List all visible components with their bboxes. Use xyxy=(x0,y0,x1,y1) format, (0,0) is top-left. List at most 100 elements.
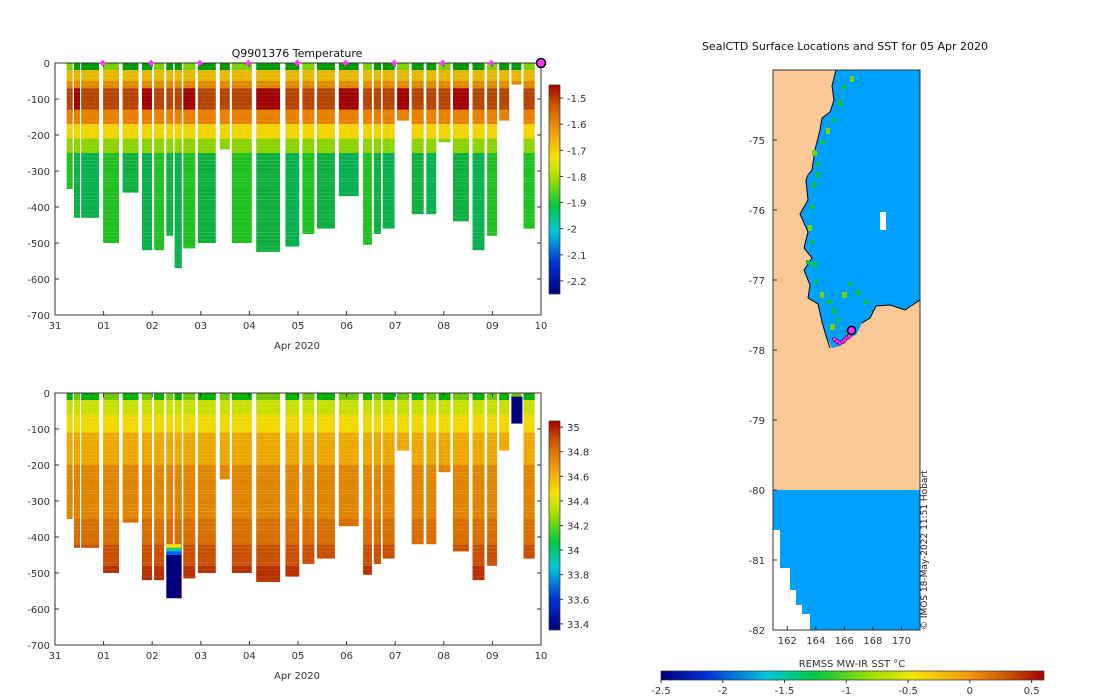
salinity-profiles xyxy=(66,393,535,599)
profile-cell xyxy=(256,135,281,139)
profile-cell xyxy=(142,457,152,462)
profile-cell xyxy=(373,106,381,110)
profile-cell xyxy=(231,443,252,447)
profile-cell xyxy=(472,493,485,498)
profile-cell xyxy=(285,243,300,247)
profile-cell xyxy=(103,421,119,426)
profile-cell xyxy=(197,239,216,243)
profile-cell xyxy=(256,246,281,251)
profile-cell xyxy=(166,504,174,509)
profile-cell xyxy=(411,414,424,419)
profile-cell xyxy=(74,403,80,408)
profile-cell xyxy=(256,99,281,103)
profile-cell xyxy=(382,522,395,527)
profile-cell xyxy=(174,185,182,189)
profile-cell xyxy=(142,207,152,211)
profile-cell xyxy=(231,156,252,161)
profile-cell xyxy=(142,135,152,139)
profile-cell xyxy=(472,160,485,164)
profile-cell xyxy=(382,145,395,150)
profile-cell xyxy=(453,95,469,99)
profile-cell xyxy=(103,66,119,71)
profile-cell xyxy=(256,511,281,516)
profile-cell xyxy=(183,447,196,451)
profile-cell xyxy=(285,203,300,207)
profile-cell xyxy=(103,454,119,458)
profile-cell xyxy=(197,106,216,110)
profile-cell xyxy=(487,66,498,71)
profile-cell xyxy=(302,91,315,96)
profile-cell xyxy=(472,214,485,218)
profile-cell xyxy=(219,117,230,121)
profile-cell xyxy=(363,167,372,171)
profile-cell xyxy=(183,70,196,74)
profile-cell xyxy=(397,403,410,408)
profile-cell xyxy=(154,569,165,573)
profile-cell xyxy=(154,246,165,251)
profile-cell xyxy=(382,203,395,207)
profile-cell xyxy=(338,490,359,494)
profile-cell xyxy=(183,501,196,505)
profile-cell xyxy=(487,91,498,96)
profile-cell xyxy=(397,418,410,422)
profile-cell xyxy=(511,81,522,85)
profile-cell xyxy=(66,131,73,135)
profile-cell xyxy=(472,396,485,401)
profile-cell xyxy=(487,207,498,211)
profile-cell xyxy=(66,457,73,462)
profile-cell xyxy=(103,109,119,114)
profile-cell xyxy=(453,457,469,462)
profile-cell xyxy=(523,203,535,207)
profile-cell xyxy=(285,185,300,189)
profile-cell xyxy=(317,66,335,71)
profile-cell xyxy=(219,468,230,473)
profile-cell xyxy=(103,145,119,150)
profile-cell xyxy=(231,486,252,491)
profile-cell xyxy=(256,447,281,451)
profile-cell xyxy=(174,421,182,426)
profile-cell xyxy=(81,145,100,150)
profile-cell xyxy=(382,163,395,168)
profile-cell xyxy=(511,70,522,74)
profile-cell xyxy=(382,519,395,523)
profile-cell xyxy=(231,109,252,114)
profile-cell xyxy=(219,135,230,139)
profile-cell xyxy=(256,450,281,455)
profile-cell xyxy=(363,221,372,225)
profile-cell xyxy=(302,73,315,78)
profile-cell xyxy=(154,551,165,555)
profile-cell xyxy=(219,418,230,422)
profile-cell xyxy=(142,131,152,135)
profile-cell xyxy=(411,465,424,469)
profile-cell xyxy=(302,131,315,135)
profile-cell xyxy=(142,66,152,71)
profile-cell xyxy=(197,124,216,128)
profile-cell xyxy=(122,432,139,437)
profile-cell xyxy=(487,490,498,494)
profile-cell xyxy=(426,483,437,487)
profile-cell xyxy=(81,537,100,541)
profile-cell xyxy=(154,174,165,179)
profile-cell xyxy=(373,113,381,117)
profile-cell xyxy=(453,436,469,440)
profile-cell xyxy=(317,70,335,74)
profile-cell xyxy=(66,425,73,429)
profile-cell xyxy=(472,84,485,89)
profile-cell xyxy=(197,537,216,541)
profile-cell xyxy=(74,508,80,512)
profile-cell xyxy=(453,124,469,128)
profile-cell xyxy=(197,407,216,411)
profile-cell xyxy=(338,163,359,168)
profile-cell xyxy=(397,70,410,74)
profile-cell xyxy=(166,432,174,437)
profile-cell xyxy=(523,450,535,455)
profile-cell xyxy=(397,439,410,444)
profile-cell xyxy=(523,95,535,99)
profile-cell xyxy=(66,156,73,161)
profile-cell xyxy=(256,400,281,404)
profile-cell xyxy=(426,429,437,433)
profile-cell xyxy=(472,95,485,99)
profile-cell xyxy=(122,171,139,175)
profile-cell xyxy=(426,396,437,401)
profile-cell xyxy=(487,138,498,143)
